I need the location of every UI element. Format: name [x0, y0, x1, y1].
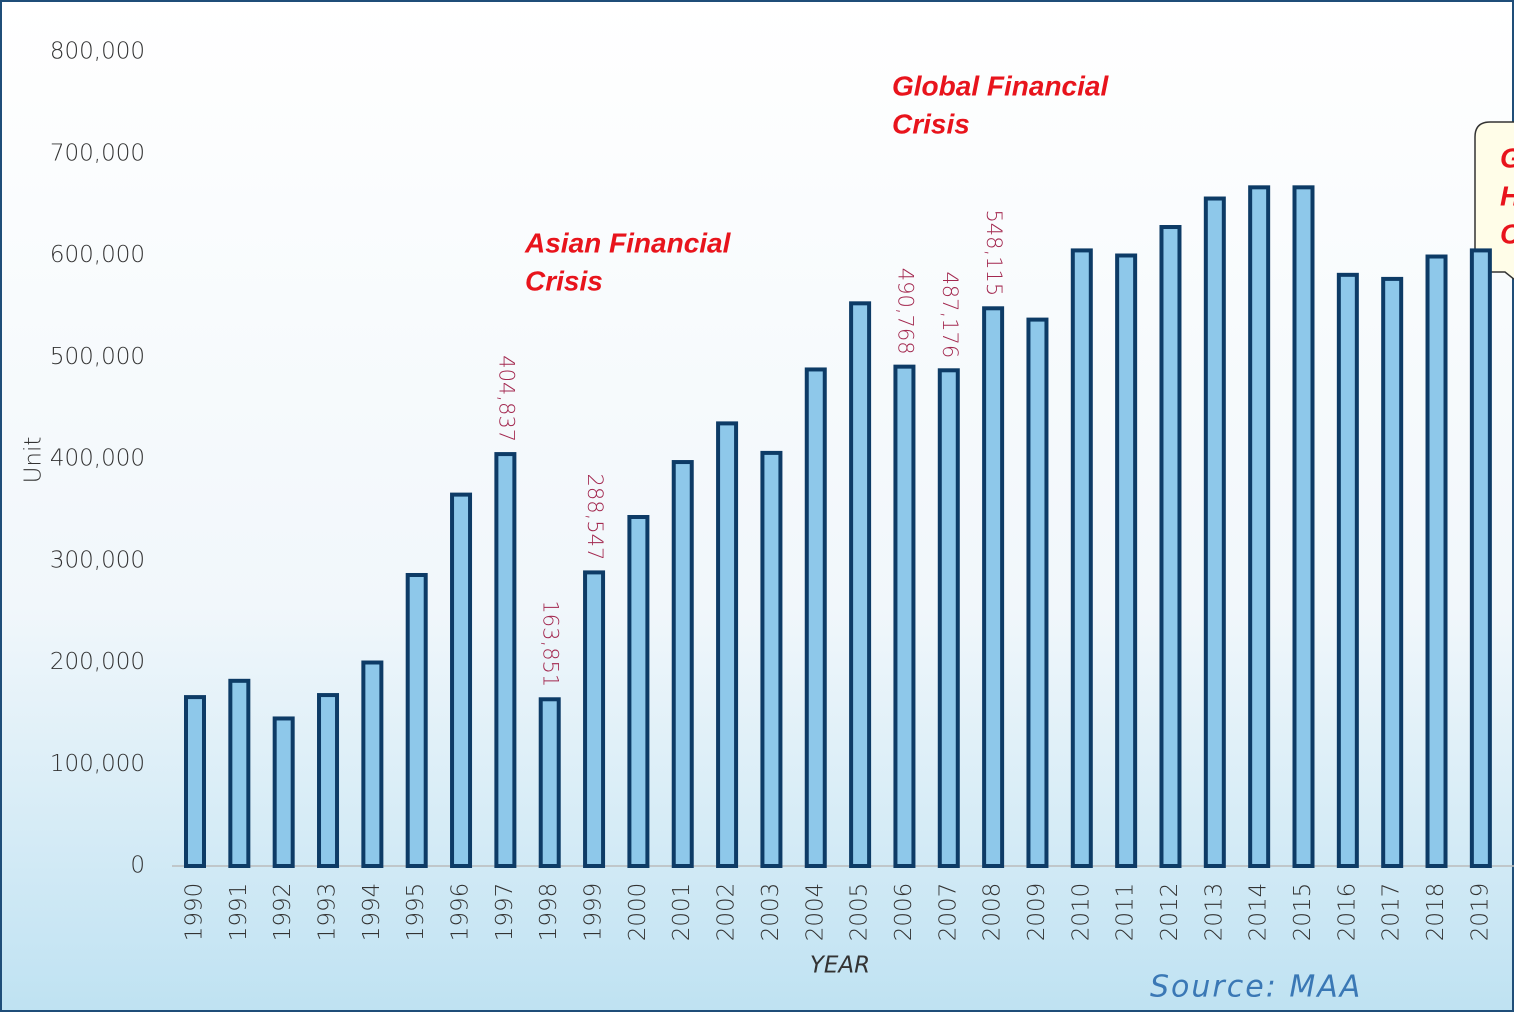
y-tick-label: 100,000	[50, 751, 145, 777]
y-tick-label: 300,000	[50, 547, 145, 573]
bar	[671, 460, 694, 868]
y-tick-label: 500,000	[50, 344, 145, 370]
x-tick-label: 2008	[980, 883, 1006, 942]
x-tick-label: 2006	[891, 883, 917, 942]
x-tick-label: 2019	[1467, 883, 1493, 942]
x-tick-label: 2001	[669, 883, 695, 942]
bar	[405, 572, 428, 868]
x-tick-label: 1997	[492, 883, 518, 942]
data-label: 288,547	[583, 474, 607, 561]
annotation: Asian Financial	[524, 227, 732, 258]
x-tick-label: 2015	[1290, 883, 1316, 942]
x-tick-label: 2014	[1246, 883, 1272, 942]
bar	[1070, 248, 1093, 869]
data-label: 404,837	[494, 355, 518, 442]
bar	[1292, 185, 1315, 868]
x-tick-label: 2017	[1379, 883, 1405, 942]
bar	[804, 367, 827, 868]
bar	[982, 306, 1005, 869]
y-tick-label: 0	[130, 853, 145, 879]
bar	[627, 514, 650, 868]
annotation: Global Financial	[892, 70, 1109, 101]
x-tick-label: 2007	[935, 883, 961, 942]
bar	[1248, 185, 1271, 868]
bar	[1026, 317, 1049, 869]
bar	[272, 716, 295, 869]
x-tick-label: 2016	[1334, 883, 1360, 942]
x-tick-label: 2003	[758, 883, 784, 942]
x-axis-label: YEAR	[810, 953, 870, 979]
x-tick-label: 1995	[403, 883, 429, 942]
bar	[1336, 272, 1359, 868]
bar	[1469, 248, 1492, 869]
x-tick-label: 2018	[1423, 883, 1449, 942]
bar	[849, 301, 872, 868]
bar	[1159, 225, 1182, 868]
y-tick-label: 800,000	[50, 39, 145, 65]
bar	[228, 678, 251, 868]
bar	[317, 693, 340, 868]
x-tick-label: 2013	[1201, 883, 1227, 942]
x-tick-label: 2009	[1024, 883, 1050, 942]
annotation: Crisis	[892, 108, 970, 139]
x-tick-label: 1991	[226, 883, 252, 942]
y-tick-label: 700,000	[50, 140, 145, 166]
bar	[937, 368, 960, 868]
data-label: 548,115	[982, 209, 1006, 296]
x-tick-label: 2010	[1068, 883, 1094, 942]
annotation: Global	[1500, 142, 1514, 173]
data-label: 487,176	[938, 271, 962, 358]
bar	[760, 450, 783, 868]
x-tick-label: 1990	[182, 883, 208, 942]
source: Source: MAA	[1150, 970, 1362, 1005]
x-tick-label: 2011	[1113, 883, 1139, 942]
bar	[1115, 253, 1138, 868]
y-tick-label: 600,000	[50, 242, 145, 268]
y-tick-label: 200,000	[50, 649, 145, 675]
bar	[184, 695, 206, 868]
x-tick-label: 1999	[581, 883, 607, 942]
bar	[893, 364, 916, 868]
bar	[583, 570, 606, 868]
y-tick-label: 400,000	[50, 446, 145, 472]
x-tick-label: 1994	[359, 883, 385, 942]
x-tick-label: 1998	[536, 883, 562, 942]
bar	[1425, 254, 1448, 868]
annotation: Health	[1500, 180, 1514, 211]
x-tick-label: 2004	[802, 883, 828, 942]
bar	[450, 492, 473, 868]
x-tick-label: 1992	[270, 883, 296, 942]
y-axis-label: Unit	[21, 437, 47, 484]
bar	[361, 660, 384, 868]
bar	[1203, 196, 1226, 868]
annotation: Crisis	[1500, 218, 1514, 249]
data-label: 490,768	[893, 268, 917, 355]
bar	[1381, 276, 1404, 868]
x-tick-label: 1993	[315, 883, 341, 942]
x-tick-label: 2005	[847, 883, 873, 942]
data-label: 163,851	[539, 600, 563, 687]
x-tick-label: 2012	[1157, 883, 1183, 942]
x-tick-label: 2000	[625, 883, 651, 942]
x-tick-label: 1996	[448, 883, 474, 942]
bar	[538, 697, 561, 869]
bar	[716, 421, 739, 868]
bar	[494, 452, 517, 868]
annotation: Crisis	[525, 265, 603, 296]
x-tick-label: 2002	[714, 883, 740, 942]
